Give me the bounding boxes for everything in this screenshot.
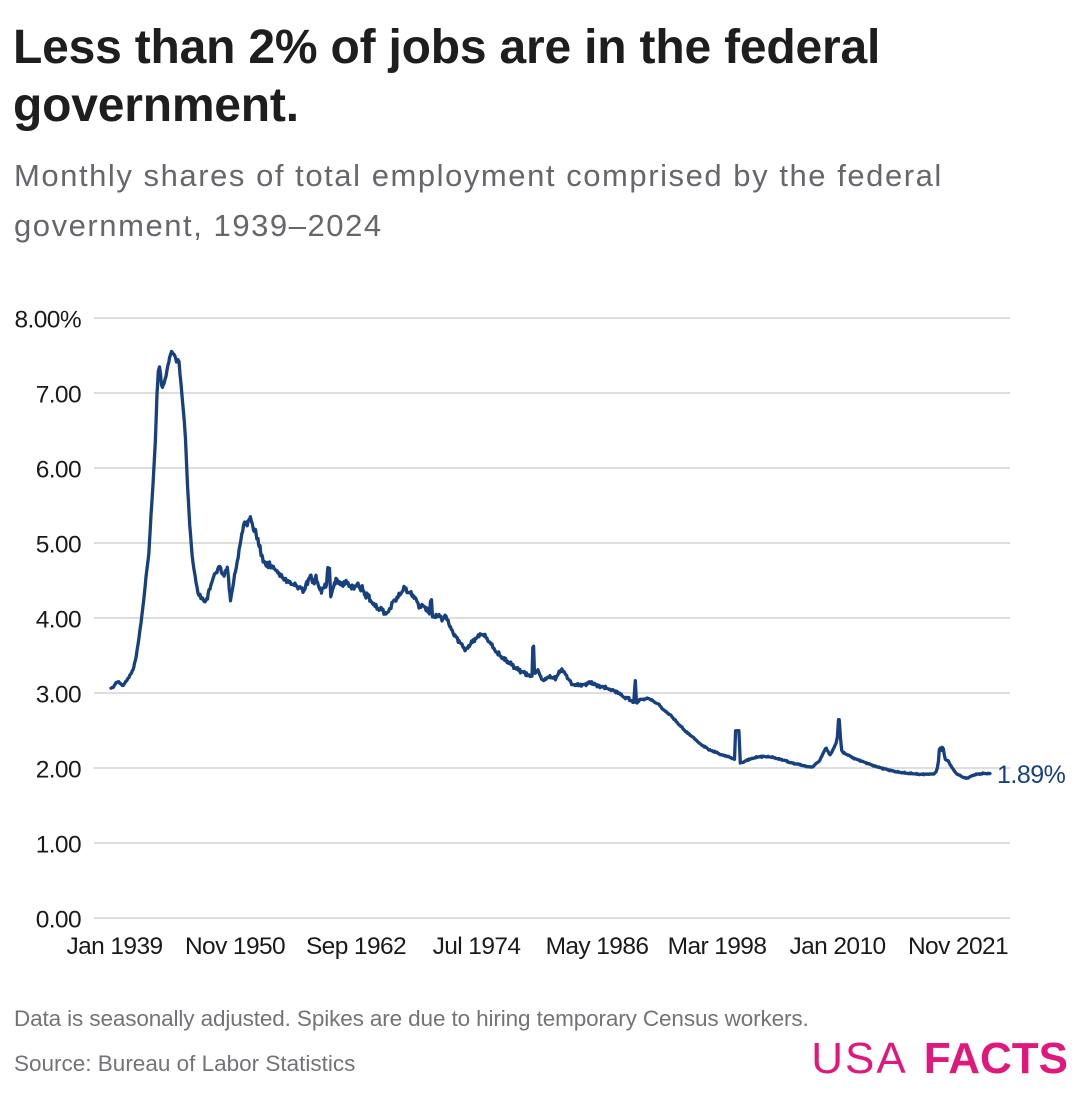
- svg-text:Jul 1974: Jul 1974: [433, 933, 521, 960]
- svg-text:8.00%: 8.00%: [15, 307, 81, 334]
- svg-text:Nov 1950: Nov 1950: [185, 933, 285, 960]
- svg-text:1.00: 1.00: [36, 832, 81, 859]
- svg-text:2.00: 2.00: [36, 757, 81, 784]
- svg-text:Jan 2010: Jan 2010: [789, 933, 885, 960]
- svg-text:Sep 1962: Sep 1962: [306, 933, 406, 960]
- svg-text:3.00: 3.00: [36, 682, 81, 709]
- svg-text:Nov 2021: Nov 2021: [908, 933, 1008, 960]
- svg-text:0.00: 0.00: [36, 907, 81, 934]
- svg-text:May 1986: May 1986: [546, 933, 649, 960]
- svg-text:Jan 1939: Jan 1939: [66, 933, 162, 960]
- svg-text:1.89%: 1.89%: [997, 761, 1066, 789]
- svg-text:6.00: 6.00: [36, 457, 81, 484]
- svg-text:5.00: 5.00: [36, 532, 81, 559]
- svg-text:Mar 1998: Mar 1998: [668, 933, 767, 960]
- svg-text:7.00: 7.00: [36, 382, 81, 409]
- svg-text:4.00: 4.00: [36, 607, 81, 634]
